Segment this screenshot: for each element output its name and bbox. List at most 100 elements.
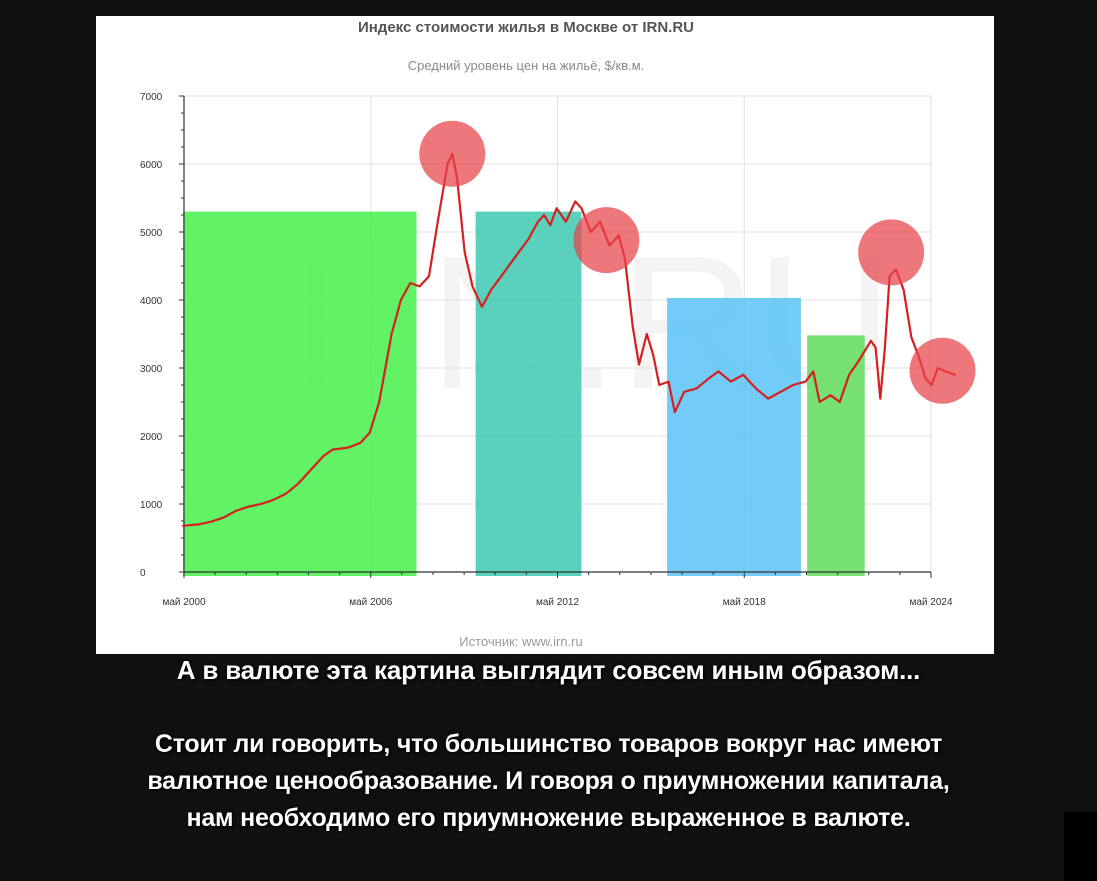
highlight-band <box>475 211 582 576</box>
x-tick-label: май 2018 <box>723 597 766 608</box>
x-tick-label: май 2012 <box>536 597 579 608</box>
data-point <box>857 360 860 362</box>
data-point <box>780 391 782 393</box>
data-point <box>652 353 654 355</box>
data-point <box>638 364 640 366</box>
data-point <box>297 483 299 485</box>
caption-line: нам необходимо его приумножение выраженн… <box>186 804 911 832</box>
data-point <box>658 384 660 386</box>
data-point <box>235 510 237 512</box>
y-tick-label: 7000 <box>140 92 163 103</box>
chart-subtitle: Средний уровень цен на жильё, $/кв.м. <box>408 58 645 73</box>
data-point <box>543 214 545 216</box>
data-point <box>864 350 866 352</box>
data-point <box>755 387 757 389</box>
data-point <box>708 377 710 379</box>
data-point <box>767 398 769 400</box>
data-point <box>792 384 794 386</box>
data-point <box>437 217 439 219</box>
y-tick-label: 6000 <box>140 160 163 171</box>
data-point <box>490 289 492 291</box>
data-point <box>565 221 567 223</box>
peak-marker-circle <box>858 219 925 286</box>
chart-card: Индекс стоимости жилья в Москве от IRN.R… <box>96 16 994 654</box>
data-point <box>391 333 393 335</box>
data-point <box>428 275 430 277</box>
y-tick-label: 3000 <box>140 364 163 375</box>
data-point <box>674 411 676 413</box>
data-point <box>419 285 421 287</box>
data-point <box>910 336 912 338</box>
x-tick-labels: май 2000 май 2006 май 2012 май 2018 май 2024 <box>162 597 952 608</box>
data-point <box>378 401 380 403</box>
data-point <box>839 401 841 403</box>
peak-marker-circle <box>573 207 640 274</box>
data-point <box>848 374 850 376</box>
caption-line: валютное ценообразование. И говоря о при… <box>147 767 950 795</box>
data-point <box>555 207 558 209</box>
data-point <box>182 525 184 527</box>
data-point <box>646 333 648 335</box>
caption: А в валюте эта картина выглядит совсем и… <box>0 650 1097 837</box>
data-point <box>818 401 821 403</box>
y-tick-label: 0 <box>140 568 146 579</box>
data-point <box>322 455 324 457</box>
data-point <box>285 493 287 495</box>
price-index-chart: Индекс стоимости жилья в Москве от IRN.R… <box>140 19 976 649</box>
data-point <box>812 370 814 372</box>
data-point <box>260 503 262 505</box>
caption-headline: А в валюте эта картина выглядит совсем и… <box>176 655 921 685</box>
peak-markers <box>419 120 976 404</box>
peak-marker-circle <box>909 337 976 404</box>
data-point <box>310 469 312 471</box>
data-point <box>369 432 371 434</box>
data-point <box>668 381 670 383</box>
y-tick-label: 4000 <box>140 296 163 307</box>
corner-block <box>1064 812 1097 881</box>
data-point <box>198 523 200 525</box>
data-point <box>683 391 685 393</box>
data-point <box>549 224 551 226</box>
data-point <box>874 347 877 349</box>
data-point <box>574 200 576 202</box>
data-point <box>696 387 698 389</box>
y-tick-label: 2000 <box>140 432 163 443</box>
data-point <box>409 282 411 284</box>
x-tick-label: май 2000 <box>162 597 205 608</box>
data-point <box>884 347 886 349</box>
data-point <box>503 272 505 274</box>
caption-line: Стоит ли говорить, что большинство товар… <box>154 730 943 758</box>
data-point <box>527 238 530 240</box>
y-tick-labels: 0 1000 2000 3000 4000 5000 6000 7000 <box>140 92 163 579</box>
data-point <box>903 289 905 291</box>
data-point <box>331 449 334 451</box>
y-tick-label: 5000 <box>140 228 163 239</box>
data-point <box>247 506 250 508</box>
chart-source: Источник: www.irn.ru <box>459 634 582 649</box>
data-point <box>537 221 539 223</box>
data-point <box>471 285 474 287</box>
data-point <box>632 326 634 328</box>
data-point <box>464 251 466 253</box>
data-point <box>210 521 212 523</box>
x-tick-label: май 2024 <box>909 597 952 608</box>
data-point <box>804 381 807 383</box>
highlight-bands <box>183 211 865 576</box>
y-tick-label: 1000 <box>140 500 163 511</box>
data-point <box>222 517 225 519</box>
data-point <box>580 207 583 209</box>
data-point <box>515 255 517 257</box>
chart-title: Индекс стоимости жилья в Москве от IRN.R… <box>358 19 694 36</box>
caption-body: Стоит ли говорить, что большинство товар… <box>0 726 1097 837</box>
data-point <box>730 381 732 383</box>
data-point <box>359 442 362 444</box>
axes <box>179 95 932 578</box>
data-point <box>481 306 483 308</box>
x-tick-label: май 2006 <box>349 597 392 608</box>
data-point <box>272 499 274 501</box>
highlight-band <box>807 335 865 576</box>
data-point <box>829 394 832 396</box>
data-point <box>347 446 349 449</box>
data-point <box>870 340 872 342</box>
highlight-band <box>183 211 417 576</box>
